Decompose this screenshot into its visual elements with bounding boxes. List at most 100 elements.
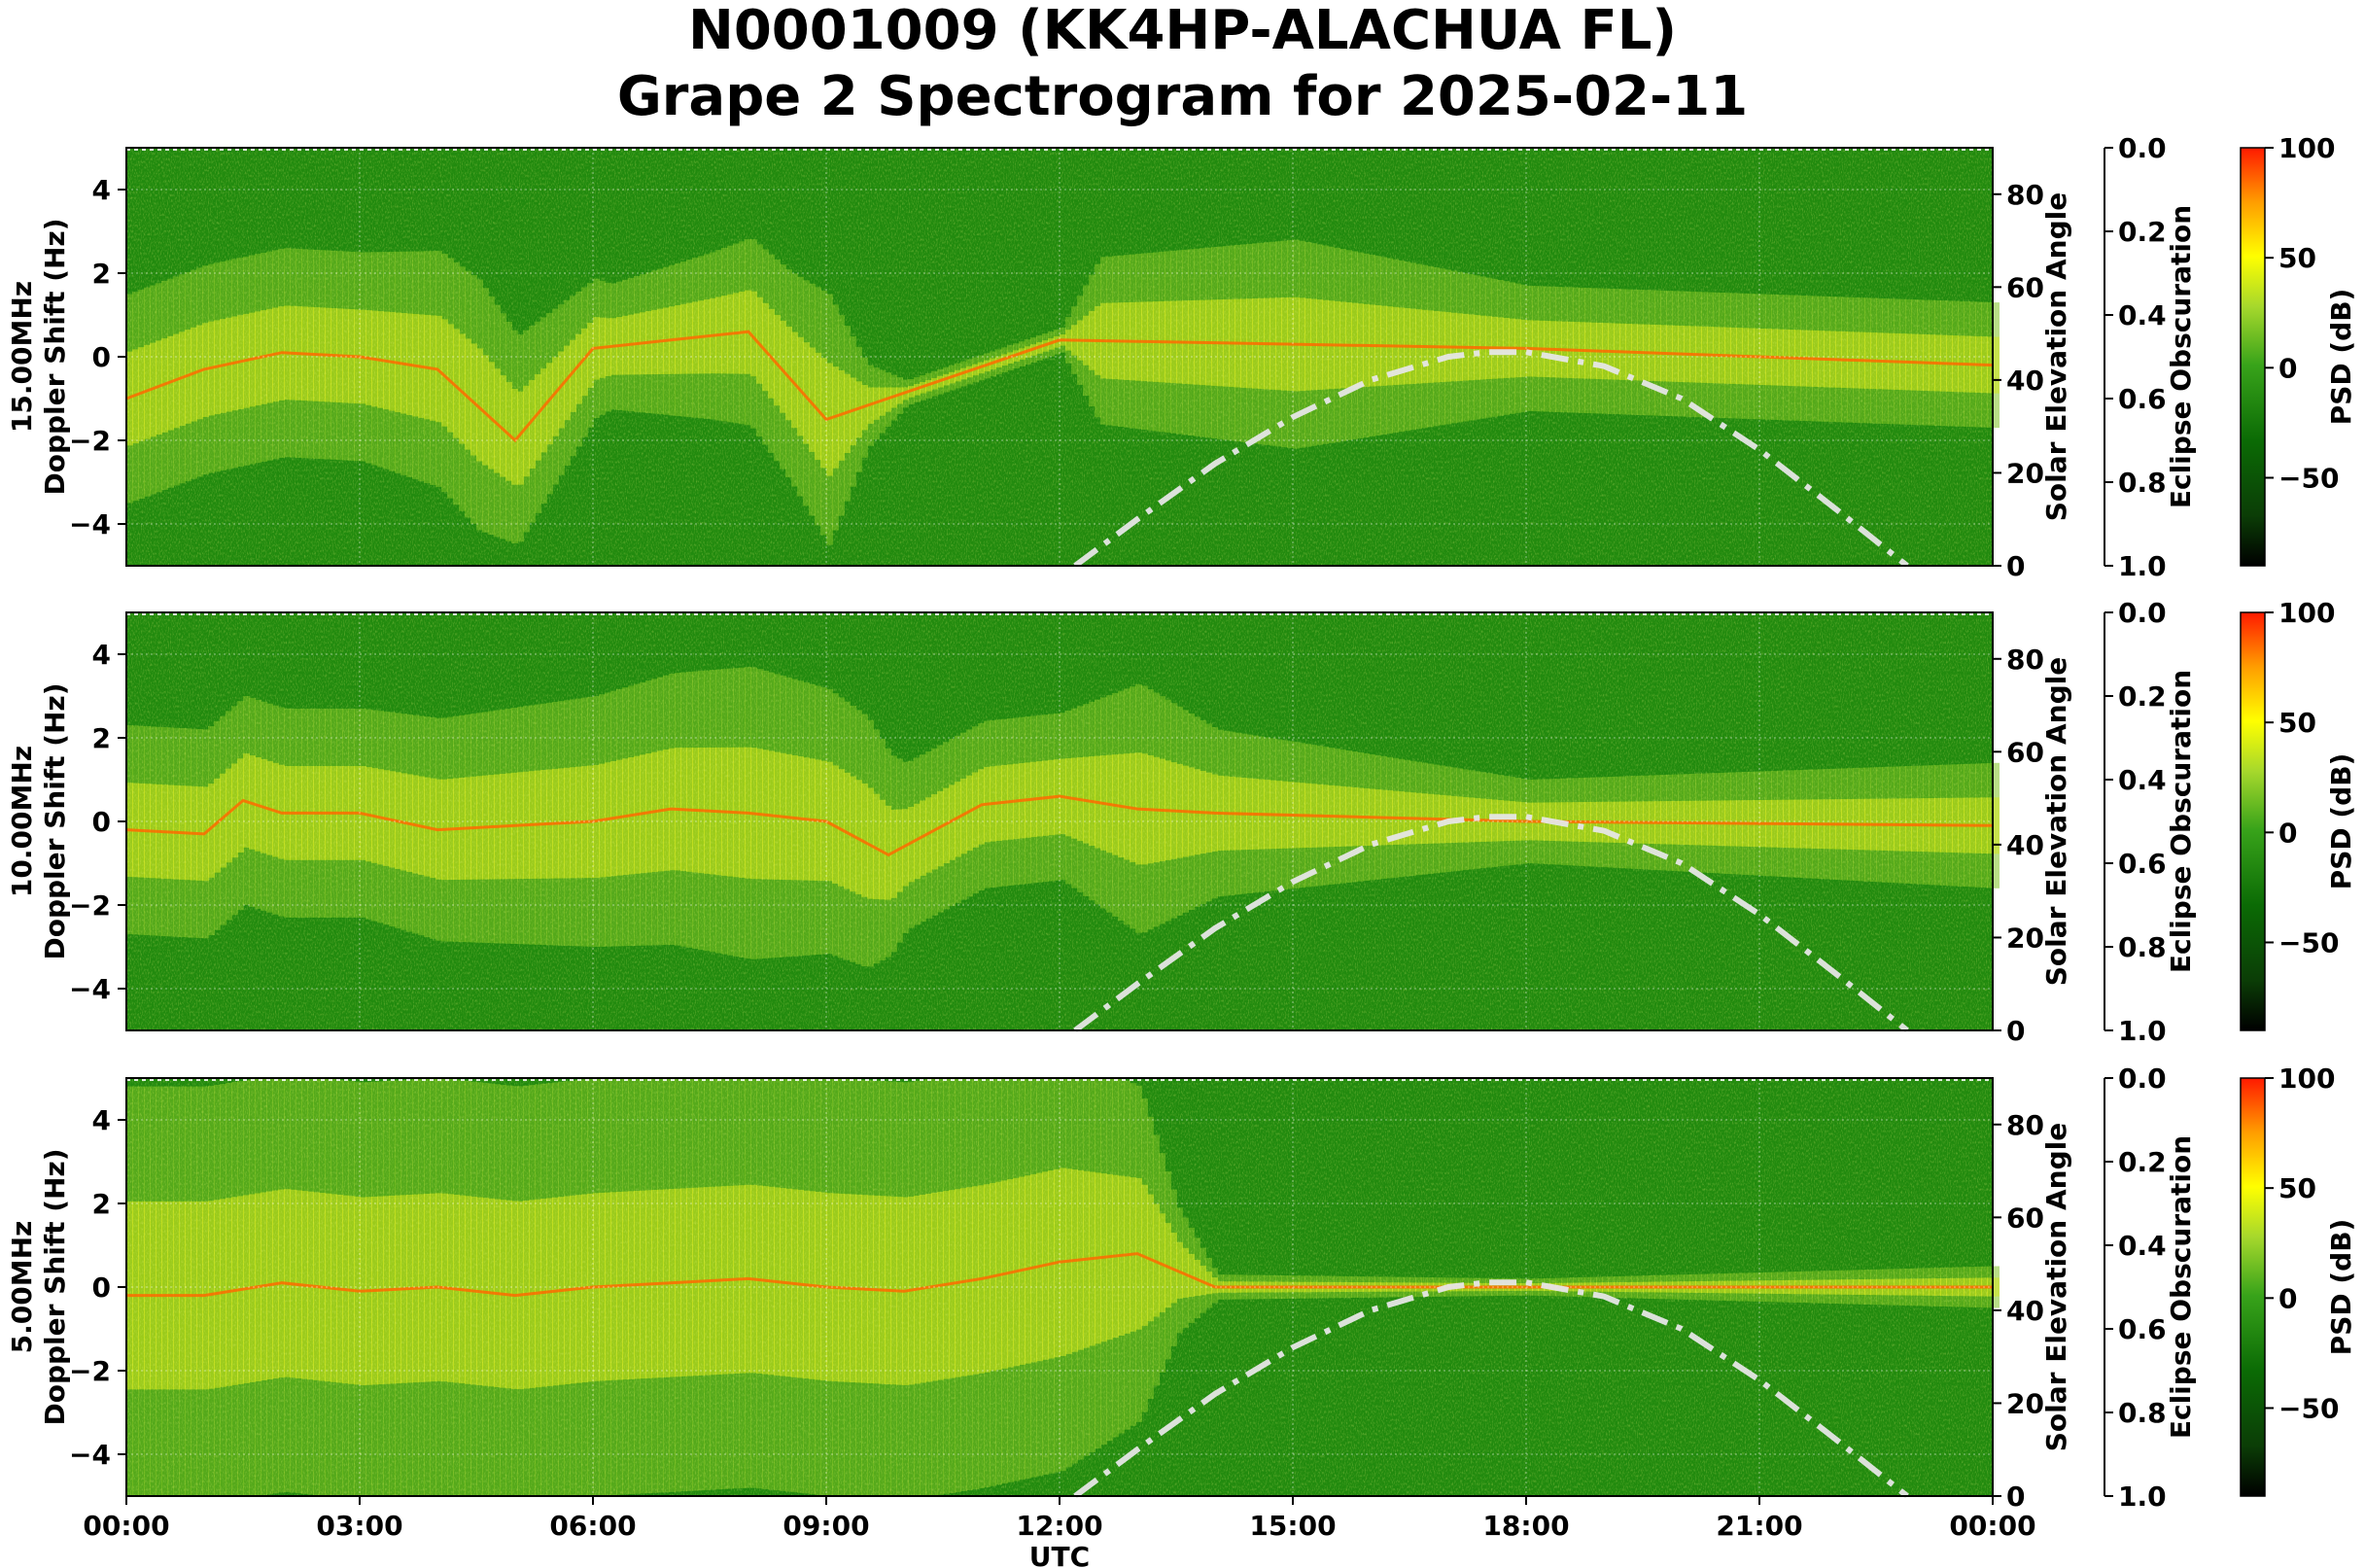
y-axis-label: Doppler Shift (Hz) (39, 682, 71, 959)
y-tick-label: 4 (92, 639, 111, 671)
eclipse-tick-label: 0.2 (2118, 216, 2167, 248)
colorbar-label: PSD (dB) (2325, 289, 2357, 426)
spectrum-core (1993, 336, 2000, 394)
right-tick-label: 80 (2006, 179, 2044, 211)
y-tick-label: 0 (92, 806, 111, 838)
right-axis-label: Solar Elevation Angle (2040, 657, 2072, 986)
colorbar (2240, 147, 2266, 567)
spectrogram-panel-1: 420−2−410.00MHz Doppler Shift (Hz)0204060… (6, 597, 2357, 1047)
right-tick-label: 0 (2006, 1015, 2025, 1047)
right-tick-label: 60 (2006, 1202, 2044, 1234)
eclipse-tick-label: 1.0 (2118, 1015, 2167, 1047)
solar-elevation-curve (1073, 1279, 1909, 1499)
y-tick-label: 4 (92, 174, 111, 206)
colorbar (2240, 1077, 2266, 1497)
solar-elevation-curve (1073, 814, 1909, 1033)
right-tick-label: 40 (2006, 365, 2044, 397)
colorbar-label: PSD (dB) (2325, 753, 2357, 890)
chart-title-line1: N0001009 (KK4HP-ALACHUA FL) (687, 0, 1678, 62)
colorbar-tick-label: 50 (2278, 1172, 2316, 1204)
spectrogram-panel-0: 420−2−415.00MHz Doppler Shift (Hz)0204060… (6, 132, 2357, 582)
right-axis-label: Solar Elevation Angle (2040, 1123, 2072, 1451)
eclipse-tick-label: 0.0 (2118, 132, 2167, 164)
eclipse-tick-label: 0.2 (2118, 680, 2167, 713)
y-tick-label: 0 (92, 341, 111, 373)
y-tick-label: −2 (69, 425, 111, 457)
right-tick-label: 0 (2006, 1481, 2025, 1513)
x-tick-label: 21:00 (1716, 1510, 1802, 1542)
eclipse-tick-label: 1.0 (2118, 1481, 2167, 1513)
right-tick-label: 0 (2006, 550, 2025, 582)
colorbar-tick-label: 100 (2278, 1063, 2335, 1095)
eclipse-tick-label: 0.6 (2118, 383, 2167, 415)
solar-elevation-curve (1073, 349, 1909, 569)
right-tick-label: 40 (2006, 829, 2044, 861)
right-tick-label: 60 (2006, 736, 2044, 768)
colorbar-tick-label: 0 (2278, 352, 2297, 384)
right-tick-label: 20 (2006, 457, 2044, 489)
x-tick-label: 18:00 (1482, 1510, 1569, 1542)
x-tick-label: 00:00 (1949, 1510, 2035, 1542)
right-tick-label: 60 (2006, 271, 2044, 303)
doppler-trace (125, 794, 1994, 857)
y-tick-label: 0 (92, 1272, 111, 1304)
y-tick-label: −4 (69, 1439, 111, 1471)
eclipse-tick-label: 0.0 (2118, 597, 2167, 629)
y-tick-label: −2 (69, 889, 111, 922)
colorbar-tick-label: 50 (2278, 242, 2316, 274)
right-tick-label: 20 (2006, 922, 2044, 954)
eclipse-tick-label: 0.6 (2118, 1313, 2167, 1345)
doppler-trace (125, 330, 1994, 443)
y-tick-label: −4 (69, 973, 111, 1005)
right-axis-label: Solar Elevation Angle (2040, 192, 2072, 521)
y-axis-label: 15.00MHz (6, 281, 38, 433)
colorbar-tick-label: 50 (2278, 707, 2316, 739)
eclipse-tick-label: 0.0 (2118, 1063, 2167, 1095)
chart-title-line2: Grape 2 Spectrogram for 2025-02-11 (616, 65, 1749, 128)
eclipse-tick-label: 0.8 (2118, 467, 2167, 499)
x-tick-label: 00:00 (83, 1510, 169, 1542)
eclipse-tick-label: 0.4 (2118, 1230, 2167, 1262)
y-tick-label: 2 (92, 258, 111, 290)
x-tick-label: 12:00 (1016, 1510, 1102, 1542)
colorbar-tick-label: −50 (2278, 1392, 2339, 1424)
y-tick-label: −2 (69, 1355, 111, 1387)
colorbar-label: PSD (dB) (2325, 1219, 2357, 1356)
colorbar-tick-label: −50 (2278, 926, 2339, 958)
spectrum-core (1993, 1277, 2000, 1297)
colorbar-tick-label: 0 (2278, 817, 2297, 849)
x-tick-label: 09:00 (783, 1510, 869, 1542)
colorbar-tick-label: 100 (2278, 132, 2335, 164)
right-tick-label: 20 (2006, 1387, 2044, 1419)
y-tick-label: −4 (69, 508, 111, 540)
colorbar-tick-label: 100 (2278, 597, 2335, 629)
y-axis-label: Doppler Shift (Hz) (39, 218, 71, 495)
y-axis-label: 5.00MHz (6, 1221, 38, 1354)
eclipse-tick-label: 0.4 (2118, 764, 2167, 796)
colorbar-tick-label: 0 (2278, 1282, 2297, 1314)
eclipse-tick-label: 1.0 (2118, 550, 2167, 582)
eclipse-tick-label: 0.6 (2118, 848, 2167, 880)
y-tick-label: 2 (92, 1188, 111, 1220)
colorbar (2240, 611, 2266, 1031)
right-tick-label: 80 (2006, 1109, 2044, 1141)
eclipse-tick-label: 0.2 (2118, 1146, 2167, 1178)
eclipse-tick-label: 0.4 (2118, 299, 2167, 331)
spectrum-core (1993, 797, 2000, 854)
x-tick-label: 06:00 (549, 1510, 636, 1542)
colorbar-tick-label: −50 (2278, 462, 2339, 494)
eclipse-axis-label: Eclipse Obscuration (2165, 670, 2197, 973)
eclipse-axis-label: Eclipse Obscuration (2165, 1135, 2197, 1439)
spectrogram-panel-2: 420−2−45.00MHz Doppler Shift (Hz)02040608… (6, 1063, 2357, 1568)
y-axis-label: Doppler Shift (Hz) (39, 1148, 71, 1425)
right-tick-label: 40 (2006, 1295, 2044, 1327)
x-tick-label: 15:00 (1249, 1510, 1336, 1542)
y-axis-label: 10.00MHz (6, 746, 38, 897)
x-axis-label: UTC (1029, 1541, 1090, 1568)
y-tick-label: 2 (92, 722, 111, 754)
right-tick-label: 80 (2006, 644, 2044, 676)
eclipse-tick-label: 0.8 (2118, 1397, 2167, 1429)
x-tick-label: 03:00 (316, 1510, 402, 1542)
doppler-trace (126, 1252, 1993, 1298)
